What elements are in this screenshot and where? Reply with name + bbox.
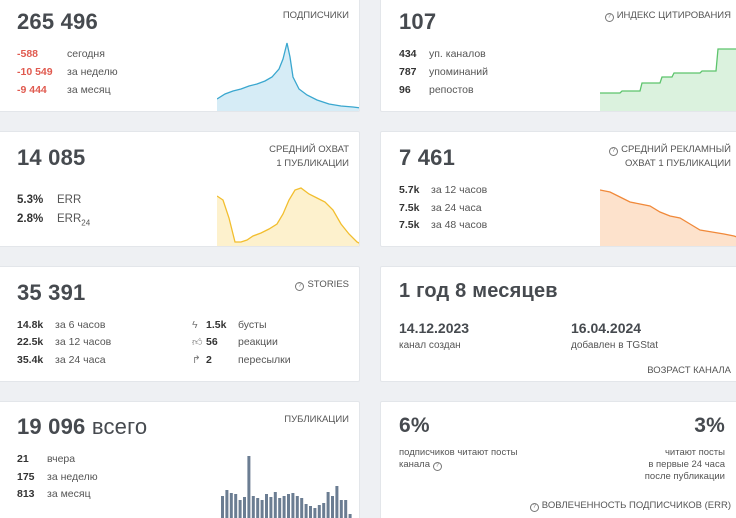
info-icon[interactable]: ?: [295, 282, 305, 291]
stat-row: 14.8k за 6 часов: [17, 319, 106, 331]
publications-bar-chart: [221, 456, 352, 518]
publications-card[interactable]: 19 096 всего ПУБЛИКАЦИИ 21 вчера 175 за не…: [0, 401, 360, 518]
ad-reach-label: ? СРЕДНИЙ РЕКЛАМНЫЙ ОХВАТ 1 ПУБЛИКАЦИИ: [609, 143, 731, 171]
channel-age-value: 1 год 8 месяцев: [399, 280, 558, 302]
forwards-row: ↱ 2 пересылки: [192, 354, 291, 366]
publication-bar: [243, 497, 246, 518]
thumbs-up-icon: 👍︎: [192, 337, 203, 348]
publication-bar: [313, 508, 317, 518]
publication-bar: [326, 492, 330, 518]
stat-row: 813 за месяц: [17, 488, 91, 500]
channel-age-label: ВОЗРАСТ КАНАЛА: [647, 365, 731, 376]
stat-row: 7.5k за 24 часа: [399, 202, 482, 214]
publication-bar: [309, 506, 312, 518]
publication-bar: [295, 496, 299, 518]
engagement-total-text: подписчиков читают посты канала ?: [399, 447, 518, 471]
publication-bar: [260, 500, 264, 518]
publication-bar: [256, 498, 260, 518]
info-icon[interactable]: ?: [432, 462, 442, 471]
stat-row: 434 уп. каналов: [399, 48, 486, 60]
publication-bar: [273, 492, 277, 518]
publication-bar: [221, 496, 224, 518]
subscribers-count: 265 496: [17, 9, 98, 34]
added-label: добавлен в TGStat: [571, 340, 659, 351]
publication-bar: [300, 498, 304, 518]
engagement-label: ? ВОВЛЕЧЕННОСТЬ ПОДПИСЧИКОВ (ERR): [529, 499, 731, 513]
publication-bar: [344, 500, 348, 518]
stat-row: 175 за неделю: [17, 471, 98, 483]
publication-bar: [331, 496, 334, 518]
subscribers-sparkline: [217, 42, 359, 111]
publication-bar: [251, 496, 255, 518]
stat-row: 787 упоминаний: [399, 66, 489, 78]
stories-value: 35 391: [17, 280, 86, 305]
share-arrow-icon: ↱: [192, 354, 201, 366]
publications-label: ПУБЛИКАЦИИ: [284, 414, 349, 425]
publications-value: 19 096 всего: [17, 414, 148, 439]
info-icon[interactable]: ?: [529, 503, 539, 512]
publication-bar: [291, 493, 295, 518]
ad-reach-sparkline: [600, 189, 736, 246]
err24-row: 2.8% ERR24: [17, 213, 91, 228]
citation-index-value: 107: [399, 9, 437, 34]
info-icon[interactable]: ?: [604, 13, 614, 22]
publication-bar: [278, 498, 282, 518]
ad-reach-value: 7 461: [399, 145, 456, 170]
average-reach-value: 14 085: [17, 145, 86, 170]
reach-label: СРЕДНИЙ ОХВАТ 1 ПУБЛИКАЦИИ: [269, 144, 349, 169]
stat-row: 5.7k за 12 часов: [399, 184, 488, 196]
boosts-row: ϟ 1.5k бусты: [192, 319, 267, 331]
publication-bar: [348, 514, 352, 518]
engagement-card[interactable]: 6% подписчиков читают посты канала ? 3% ч…: [380, 401, 736, 518]
publication-bar: [238, 500, 242, 518]
publication-bar: [225, 490, 229, 518]
publication-bar: [247, 456, 251, 518]
engagement-total-value: 6%: [399, 414, 430, 437]
publication-bar: [304, 504, 308, 518]
engagement-24h-value: 3%: [694, 414, 725, 437]
stat-row: -588 сегодня: [17, 48, 105, 60]
stat-row: 22.5k за 12 часов: [17, 336, 112, 348]
publication-bar: [322, 503, 326, 518]
created-label: канал создан: [399, 340, 461, 351]
publication-bar: [229, 493, 233, 518]
channel-age-card[interactable]: 1 год 8 месяцев 14.12.2023 канал создан …: [380, 266, 736, 382]
added-date: 16.04.2024: [571, 320, 642, 336]
reach-card[interactable]: 14 085 СРЕДНИЙ ОХВАТ 1 ПУБЛИКАЦИИ 5.3% ERR…: [0, 131, 360, 247]
publication-bar: [234, 494, 238, 518]
stat-row: 7.5k за 48 часов: [399, 219, 488, 231]
publication-bar: [269, 497, 273, 518]
stories-label: ? STORIES: [295, 278, 349, 292]
publication-bar: [317, 505, 321, 518]
stat-row: -10 549 за неделю: [17, 66, 118, 78]
reactions-row: 👍︎ 56 реакции: [192, 336, 278, 348]
stat-row: 96 репостов: [399, 84, 474, 96]
subscribers-card[interactable]: 265 496 ПОДПИСЧИКИ -588 сегодня -10 549 за…: [0, 0, 360, 112]
stat-row: 21 вчера: [17, 453, 76, 465]
lightning-icon: ϟ: [192, 319, 198, 331]
publication-bar: [335, 486, 339, 518]
created-date: 14.12.2023: [399, 320, 470, 336]
reach-sparkline: [217, 187, 359, 246]
subscribers-label: ПОДПИСЧИКИ: [282, 10, 349, 21]
publication-bar: [265, 494, 268, 518]
ad-reach-card[interactable]: 7 461 ? СРЕДНИЙ РЕКЛАМНЫЙ ОХВАТ 1 ПУБЛИКАЦ…: [380, 131, 736, 247]
citation-sparkline: [600, 48, 736, 111]
publication-bar: [339, 500, 343, 518]
stories-card[interactable]: 35 391 ? STORIES 14.8k за 6 часов 22.5k за …: [0, 266, 360, 382]
citation-card[interactable]: 107 ? ИНДЕКС ЦИТИРОВАНИЯ 434 уп. каналов 7…: [380, 0, 736, 112]
engagement-24h-text: читают посты в первые 24 часа после публик…: [644, 447, 725, 482]
err-row: 5.3% ERR: [17, 194, 82, 206]
info-icon[interactable]: ?: [609, 147, 619, 156]
stat-row: 35.4k за 24 часа: [17, 354, 106, 366]
citation-label: ? ИНДЕКС ЦИТИРОВАНИЯ: [604, 9, 731, 23]
publication-bar: [282, 496, 286, 518]
publication-bar: [287, 494, 290, 518]
stat-row: -9 444 за месяц: [17, 84, 111, 96]
